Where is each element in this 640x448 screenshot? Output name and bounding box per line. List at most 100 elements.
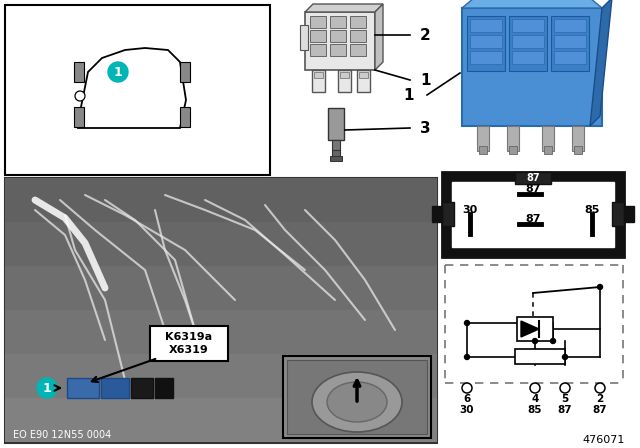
Bar bbox=[624, 206, 634, 222]
Polygon shape bbox=[78, 48, 186, 128]
Bar bbox=[515, 172, 551, 184]
Bar bbox=[332, 150, 340, 158]
Bar bbox=[517, 317, 553, 341]
Text: 1: 1 bbox=[43, 382, 51, 395]
Bar bbox=[330, 44, 346, 56]
Bar bbox=[74, 107, 84, 127]
Bar bbox=[5, 310, 437, 354]
Bar bbox=[470, 35, 502, 48]
Text: 3: 3 bbox=[420, 121, 431, 135]
Circle shape bbox=[465, 354, 470, 359]
Bar bbox=[551, 16, 589, 71]
Circle shape bbox=[560, 383, 570, 393]
Bar bbox=[155, 378, 173, 398]
Bar bbox=[350, 30, 366, 42]
Bar bbox=[470, 51, 502, 64]
Text: 30: 30 bbox=[462, 205, 477, 215]
Text: 85: 85 bbox=[528, 405, 542, 415]
Polygon shape bbox=[305, 4, 383, 12]
Bar bbox=[310, 16, 326, 28]
Bar bbox=[479, 146, 487, 154]
Circle shape bbox=[532, 339, 538, 344]
Bar bbox=[512, 35, 544, 48]
Text: 30: 30 bbox=[460, 405, 474, 415]
Text: 87: 87 bbox=[557, 405, 572, 415]
Bar bbox=[340, 72, 349, 78]
Text: 1: 1 bbox=[403, 87, 414, 103]
Bar bbox=[442, 202, 454, 226]
Text: 2: 2 bbox=[420, 27, 431, 43]
Bar bbox=[509, 146, 517, 154]
Circle shape bbox=[108, 62, 128, 82]
Circle shape bbox=[550, 339, 556, 344]
Bar bbox=[332, 140, 340, 150]
Bar bbox=[477, 126, 489, 151]
Bar bbox=[542, 126, 554, 151]
Bar bbox=[5, 354, 437, 398]
Text: EO E90 12N55 0004: EO E90 12N55 0004 bbox=[13, 430, 111, 440]
Bar bbox=[359, 72, 368, 78]
Bar bbox=[101, 378, 129, 398]
Polygon shape bbox=[375, 4, 383, 70]
Bar bbox=[509, 16, 547, 71]
Bar bbox=[150, 326, 228, 361]
Bar bbox=[328, 108, 344, 140]
Bar bbox=[180, 62, 190, 82]
Bar bbox=[330, 30, 346, 42]
Bar bbox=[5, 178, 437, 222]
Text: 5: 5 bbox=[561, 394, 568, 404]
Text: 476071: 476071 bbox=[582, 435, 625, 445]
Bar bbox=[544, 146, 552, 154]
Circle shape bbox=[595, 383, 605, 393]
Bar bbox=[554, 51, 586, 64]
Bar bbox=[442, 172, 624, 257]
Bar bbox=[74, 62, 84, 82]
Circle shape bbox=[462, 383, 472, 393]
Ellipse shape bbox=[327, 382, 387, 422]
Bar bbox=[5, 222, 437, 266]
Bar bbox=[314, 72, 323, 78]
Bar bbox=[612, 202, 624, 226]
Bar bbox=[5, 266, 437, 310]
Text: X6319: X6319 bbox=[169, 345, 209, 355]
Bar bbox=[574, 146, 582, 154]
Bar bbox=[357, 70, 370, 92]
Bar bbox=[310, 30, 326, 42]
Bar bbox=[467, 16, 505, 71]
Text: 4: 4 bbox=[531, 394, 539, 404]
Bar bbox=[312, 70, 325, 92]
Text: 87: 87 bbox=[526, 173, 540, 183]
Text: 87: 87 bbox=[525, 184, 541, 194]
Bar bbox=[554, 19, 586, 32]
Bar bbox=[5, 178, 437, 443]
Bar bbox=[572, 126, 584, 151]
Bar bbox=[67, 378, 99, 398]
Text: 6: 6 bbox=[463, 394, 470, 404]
Bar bbox=[310, 44, 326, 56]
Bar bbox=[5, 398, 437, 442]
Bar bbox=[330, 16, 346, 28]
Bar bbox=[470, 19, 502, 32]
Text: 1: 1 bbox=[420, 73, 431, 87]
Circle shape bbox=[37, 378, 57, 398]
Circle shape bbox=[563, 354, 568, 359]
Polygon shape bbox=[590, 0, 612, 126]
Bar bbox=[512, 19, 544, 32]
Text: 87: 87 bbox=[593, 405, 607, 415]
Text: 87: 87 bbox=[525, 214, 541, 224]
Text: 2: 2 bbox=[596, 394, 604, 404]
Bar bbox=[131, 378, 153, 398]
Bar bbox=[338, 70, 351, 92]
Bar bbox=[512, 51, 544, 64]
Text: 1: 1 bbox=[114, 65, 122, 78]
Polygon shape bbox=[462, 0, 602, 8]
Bar bbox=[452, 182, 614, 247]
Bar bbox=[350, 16, 366, 28]
Bar bbox=[330, 156, 342, 161]
Bar bbox=[462, 8, 602, 126]
Bar bbox=[287, 360, 427, 434]
Bar bbox=[507, 126, 519, 151]
Circle shape bbox=[530, 383, 540, 393]
Bar bbox=[515, 349, 565, 364]
Text: K6319a: K6319a bbox=[165, 332, 212, 342]
